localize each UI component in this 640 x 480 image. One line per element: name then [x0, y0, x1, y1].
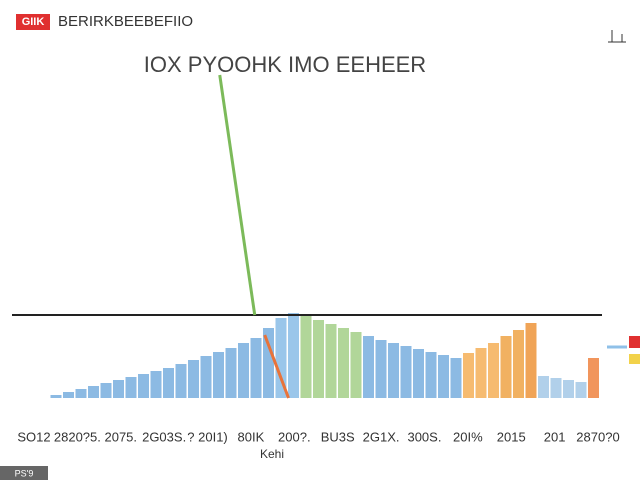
footer-box	[0, 466, 48, 480]
legend-swatch	[629, 354, 640, 364]
badge-box	[16, 14, 50, 30]
bar	[463, 353, 474, 398]
bar	[225, 348, 237, 398]
x-tick-label: 2870?0	[576, 429, 619, 444]
icon	[608, 30, 626, 43]
trend-line	[218, 74, 257, 316]
bar	[525, 323, 537, 398]
bar	[538, 376, 549, 398]
bar	[238, 343, 249, 398]
bar	[125, 377, 137, 398]
trend-line	[263, 334, 290, 399]
bar	[363, 336, 374, 398]
bar	[563, 380, 574, 398]
bar	[200, 356, 212, 398]
bar	[575, 382, 587, 398]
x-tick-label: 2G03S.	[142, 429, 186, 444]
footer: PS'9	[15, 468, 34, 478]
bar	[138, 374, 149, 398]
bar	[88, 386, 99, 398]
bar	[163, 368, 174, 398]
bar	[188, 360, 199, 398]
x-tick-label: 20I%	[453, 429, 483, 444]
x-axis-label: Kehi	[260, 447, 284, 461]
bar	[425, 352, 437, 398]
bar	[450, 358, 462, 398]
x-tick-label: 200?.	[278, 429, 311, 444]
bar	[250, 338, 262, 398]
bar	[175, 364, 187, 398]
bar	[275, 318, 287, 398]
bar	[513, 330, 524, 398]
chart-title: IOX PYOOHK IMO EEHEER	[144, 52, 426, 77]
x-tick-label: 2075.	[104, 429, 137, 444]
bar	[288, 313, 299, 398]
bar	[313, 320, 324, 398]
bar	[475, 348, 487, 398]
badge: GIIK	[22, 16, 45, 28]
bar	[325, 324, 337, 398]
x-tick-label: 201	[544, 429, 566, 444]
bar	[213, 352, 224, 398]
bar	[588, 358, 599, 398]
x-tick-label: 2015	[497, 429, 526, 444]
bar	[75, 389, 87, 398]
bar	[63, 392, 74, 398]
bar	[438, 355, 449, 398]
header: BERIRKBEEBEFIIO	[58, 13, 193, 30]
x-tick-label: BU3S	[321, 429, 355, 444]
x-tick-label: SO12	[17, 429, 50, 444]
bar	[50, 395, 62, 398]
bar	[388, 343, 399, 398]
x-tick-label: 80IK	[238, 429, 265, 444]
bar	[488, 343, 499, 398]
bar	[113, 380, 124, 398]
legend-swatch	[629, 336, 640, 348]
x-tick-label: 2820?5.	[54, 429, 101, 444]
bar	[300, 316, 312, 398]
bar	[150, 371, 162, 398]
x-tick-label: 300S.	[407, 429, 441, 444]
bar	[338, 328, 349, 398]
bar	[350, 332, 362, 398]
bar	[375, 340, 387, 398]
bar	[100, 383, 112, 398]
bar	[263, 328, 274, 398]
bar	[550, 378, 562, 398]
bar	[413, 349, 424, 398]
bar	[500, 336, 512, 398]
x-tick-label: 2G1X.	[363, 429, 400, 444]
bar	[400, 346, 412, 398]
x-tick-label: ? 20I1)	[187, 429, 227, 444]
